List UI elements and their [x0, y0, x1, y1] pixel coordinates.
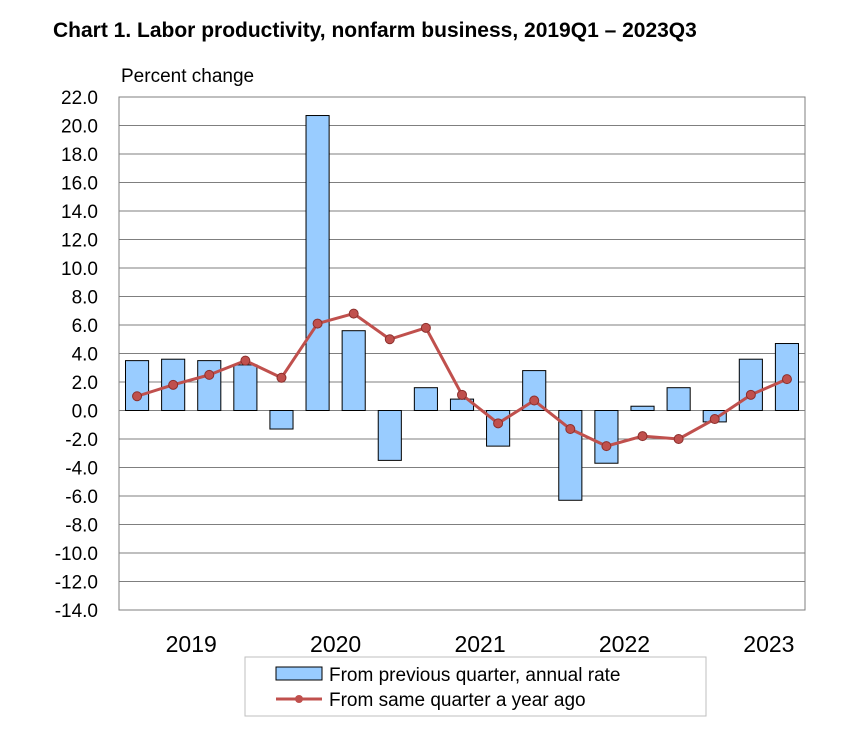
line-point-2019Q1 — [132, 391, 143, 402]
line-point-2019Q2 — [168, 379, 179, 390]
line-point-2021Q4 — [529, 395, 540, 406]
bar-2022Q3 — [630, 405, 655, 412]
plot-area-frame — [118, 96, 806, 611]
y-tick-label: 2.0 — [72, 373, 98, 394]
chart-title: Chart 1. Labor productivity, nonfarm bus… — [53, 19, 697, 42]
bar-2023Q2 — [738, 358, 763, 412]
bar-2020Q4 — [377, 410, 402, 461]
bar-series — [124, 115, 800, 501]
y-tick-label: 12.0 — [61, 231, 98, 252]
y-tick-label: 4.0 — [72, 345, 98, 366]
line-point-2023Q3 — [781, 374, 792, 385]
y-tick-label: -12.0 — [55, 573, 98, 594]
y-tick-label: -4.0 — [65, 459, 98, 480]
bar-2019Q4 — [233, 364, 258, 411]
line-point-2021Q2 — [457, 389, 467, 400]
y-tick-label: -10.0 — [55, 544, 98, 565]
y-tick-label: -6.0 — [65, 487, 98, 508]
line-series — [132, 308, 792, 452]
legend-line-marker — [295, 695, 303, 703]
y-tick-label: -8.0 — [65, 516, 98, 537]
x-tick-label-2020: 2020 — [310, 631, 361, 657]
y-tick-label: 14.0 — [61, 202, 98, 223]
y-tick-label: -2.0 — [65, 430, 98, 451]
line-point-2022Q2 — [601, 441, 612, 452]
y-tick-label: 18.0 — [61, 145, 98, 166]
line-point-2022Q4 — [673, 434, 684, 444]
bar-2022Q4 — [666, 387, 691, 412]
bar-2019Q3 — [197, 360, 222, 411]
line-point-2021Q1 — [420, 322, 431, 333]
line-point-2021Q3 — [493, 418, 504, 429]
y-tick-label: 6.0 — [72, 316, 98, 337]
bar-2020Q2 — [305, 115, 330, 412]
line-point-2019Q4 — [240, 355, 251, 366]
y-tick-label: 16.0 — [61, 174, 98, 195]
bar-2021Q1 — [413, 387, 438, 412]
line-point-2022Q3 — [637, 431, 648, 442]
y-tick-label: 0.0 — [72, 402, 98, 423]
x-tick-label-2021: 2021 — [454, 631, 505, 657]
bar-2020Q3 — [341, 330, 366, 412]
x-tick-label-2022: 2022 — [599, 631, 650, 657]
y-tick-label: 22.0 — [61, 88, 98, 109]
y-tick-label: 20.0 — [61, 117, 98, 138]
bar-2021Q4 — [522, 370, 547, 412]
y-axis-unit-label: Percent change — [121, 66, 254, 87]
line-point-2022Q1 — [565, 424, 576, 435]
line-point-2019Q3 — [204, 369, 215, 380]
line-point-2020Q2 — [312, 318, 323, 329]
gridlines — [119, 96, 805, 611]
legend-bar-label: From previous quarter, annual rate — [329, 665, 621, 686]
bar-2020Q1 — [269, 410, 294, 430]
line-point-2023Q2 — [745, 389, 756, 400]
x-axis-year-labels: 2019 2020 2021 2022 2023 — [166, 631, 795, 657]
bar-2022Q2 — [594, 410, 619, 464]
line-point-2020Q1 — [276, 372, 287, 383]
x-tick-label-2023: 2023 — [743, 631, 794, 657]
y-tick-label: -14.0 — [55, 601, 98, 622]
line-point-2020Q3 — [348, 308, 359, 319]
x-tick-label-2019: 2019 — [166, 631, 217, 657]
line-point-2023Q1 — [709, 414, 720, 425]
y-axis-ticks: 22.0 20.0 18.0 16.0 14.0 12.0 10.0 8.0 6.0 4.0 2.0… — [55, 88, 98, 622]
legend: From previous quarter, annual rate From … — [244, 656, 707, 717]
line-point-2020Q4 — [384, 334, 395, 345]
y-tick-label: 10.0 — [61, 259, 98, 280]
legend-line-label: From same quarter a year ago — [329, 690, 586, 711]
bar-2019Q1 — [124, 360, 150, 411]
y-tick-label: 8.0 — [72, 288, 98, 309]
legend-bar-swatch — [275, 666, 323, 681]
